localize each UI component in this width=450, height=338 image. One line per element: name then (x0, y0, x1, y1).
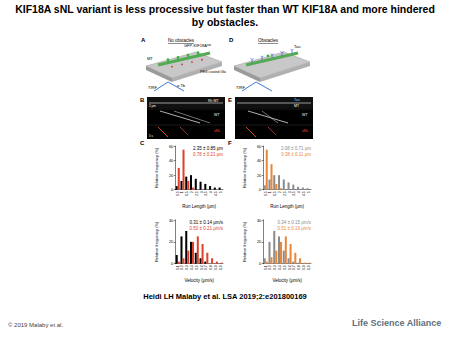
svg-text:0.5: 0.5 (195, 265, 199, 270)
svg-text:0.3: 0.3 (273, 265, 277, 270)
svg-text:20: 20 (169, 173, 174, 178)
svg-text:60: 60 (257, 144, 262, 149)
svg-text:0.50 ± 0.21 μm/s: 0.50 ± 0.21 μm/s (189, 226, 223, 231)
svg-text:WT: WT (302, 113, 308, 117)
html-text:KIF18A sNL variant is less pro: KIF18A sNL variant is less processive bu… (15, 3, 435, 28)
svg-text:3.5: 3.5 (204, 191, 208, 196)
svg-text:0: 0 (259, 187, 262, 192)
svg-text:Relative frequency (%): Relative frequency (%) (242, 221, 247, 262)
svg-text:No obstacles: No obstacles (168, 38, 194, 43)
svg-text:Run Length (μm): Run Length (μm) (270, 204, 304, 209)
svg-text:Tau: Tau (294, 44, 300, 49)
svg-text:2.08 ± 0.71 μm: 2.08 ± 0.71 μm (281, 146, 311, 151)
svg-text:D: D (229, 37, 234, 43)
svg-text:4: 4 (209, 191, 213, 193)
svg-text:4: 4 (297, 191, 301, 193)
svg-text:Tau: Tau (294, 98, 300, 102)
svg-text:2: 2 (190, 191, 194, 193)
svg-text:2.5: 2.5 (195, 191, 199, 196)
svg-text:2.5: 2.5 (283, 191, 287, 196)
svg-text:0.31 ± 0.14 μm/s: 0.31 ± 0.14 μm/s (189, 220, 223, 225)
svg-text:5: 5 (307, 191, 311, 193)
svg-text:4.5: 4.5 (302, 191, 306, 196)
svg-text:0.8: 0.8 (297, 265, 301, 270)
svg-text:20: 20 (257, 173, 262, 178)
svg-text:0.5: 0.5 (264, 191, 268, 196)
svg-text:E: E (228, 97, 232, 103)
svg-text:0.2: 0.2 (268, 265, 272, 270)
svg-text:0: 0 (259, 261, 262, 266)
html-text:Life Science Alliance: Life Science Alliance (352, 318, 442, 328)
html-text:© 2019 Malaby et al.: © 2019 Malaby et al. (8, 322, 64, 328)
svg-text:1: 1 (268, 191, 272, 193)
svg-text:0: 0 (171, 187, 174, 192)
svg-text:WT: WT (214, 113, 220, 117)
svg-text:0.7: 0.7 (292, 265, 296, 270)
svg-text:0.4: 0.4 (278, 265, 282, 270)
svg-text:0.9: 0.9 (302, 265, 306, 270)
svg-text:Velocity (μm/s): Velocity (μm/s) (184, 278, 214, 283)
html-text:Heidi LH Malaby et al. LSA 201: Heidi LH Malaby et al. LSA 2019;2:e20180… (143, 292, 307, 301)
svg-text:Obstacles: Obstacles (258, 38, 279, 43)
svg-text:0.2: 0.2 (180, 265, 184, 270)
svg-text:Relative frequency (%): Relative frequency (%) (154, 147, 159, 188)
svg-text:2.35 ± 0.85 μm: 2.35 ± 0.85 μm (193, 146, 223, 151)
svg-text:MT: MT (294, 104, 300, 108)
svg-text:20: 20 (169, 239, 174, 244)
svg-text:0.78 ± 0.21 μm: 0.78 ± 0.21 μm (193, 152, 223, 157)
svg-text:Relative frequency (%): Relative frequency (%) (242, 147, 247, 188)
svg-text:5 s: 5 s (149, 134, 154, 138)
svg-text:0.1: 0.1 (176, 265, 180, 270)
svg-text:MT: MT (147, 56, 153, 61)
svg-text:1: 1 (180, 191, 184, 193)
svg-text:60: 60 (169, 144, 174, 149)
svg-text:0.34 ± 0.15 μm/s: 0.34 ± 0.15 μm/s (277, 220, 311, 225)
svg-text:1.5: 1.5 (185, 191, 189, 196)
svg-text:3.5: 3.5 (292, 191, 296, 196)
svg-text:sNL: sNL (302, 129, 308, 133)
svg-text:0.4: 0.4 (190, 265, 194, 270)
svg-text:2: 2 (278, 191, 282, 193)
svg-text:0: 0 (171, 261, 174, 266)
svg-text:GFP-KIF18Avar: GFP-KIF18Avar (184, 43, 211, 49)
svg-text:sNL: sNL (214, 129, 220, 133)
svg-text:2 μm: 2 μm (149, 104, 156, 108)
svg-text:3: 3 (288, 191, 292, 193)
svg-text:3: 3 (200, 191, 204, 193)
html-text:F: F (228, 140, 232, 146)
svg-text:40: 40 (169, 218, 174, 223)
svg-text:1.0: 1.0 (307, 265, 311, 270)
svg-text:0.6: 0.6 (288, 265, 292, 270)
svg-text:0.7: 0.7 (204, 265, 208, 270)
svg-text:0.3: 0.3 (185, 265, 189, 270)
svg-text:0.51 ± 0.19 μm/s: 0.51 ± 0.19 μm/s (277, 226, 311, 231)
svg-text:0.6: 0.6 (200, 265, 204, 270)
svg-text:0.5: 0.5 (176, 191, 180, 196)
svg-text:0.8: 0.8 (209, 265, 213, 270)
svg-text:0.1: 0.1 (264, 265, 268, 270)
svg-text:TIRF: TIRF (148, 85, 157, 90)
svg-text:20: 20 (257, 239, 262, 244)
svg-text:Relative frequency (%): Relative frequency (%) (154, 221, 159, 262)
svg-text:0.9: 0.9 (214, 265, 218, 270)
svg-text:5: 5 (219, 191, 223, 193)
svg-text:0.38 ± 0.11 μm: 0.38 ± 0.11 μm (281, 152, 311, 157)
svg-text:PEG coated Glass: PEG coated Glass (200, 70, 226, 74)
svg-text:Run Length (μm): Run Length (μm) (182, 204, 216, 209)
svg-text:B: B (140, 97, 145, 103)
svg-text:40: 40 (169, 158, 174, 163)
svg-text:0.5: 0.5 (283, 265, 287, 270)
svg-text:4.5: 4.5 (214, 191, 218, 196)
svg-text:1.0: 1.0 (219, 265, 223, 270)
svg-text:Velocity (μm/s): Velocity (μm/s) (272, 278, 302, 283)
svg-text:TIRF: TIRF (236, 85, 245, 90)
svg-text:α Tb: α Tb (177, 83, 186, 88)
svg-text:40: 40 (257, 218, 262, 223)
svg-text:1.5: 1.5 (273, 191, 277, 196)
html-text:C: C (140, 140, 145, 146)
svg-text:A: A (141, 37, 146, 43)
svg-text:40: 40 (257, 158, 262, 163)
svg-text:Rh MT: Rh MT (208, 99, 220, 103)
